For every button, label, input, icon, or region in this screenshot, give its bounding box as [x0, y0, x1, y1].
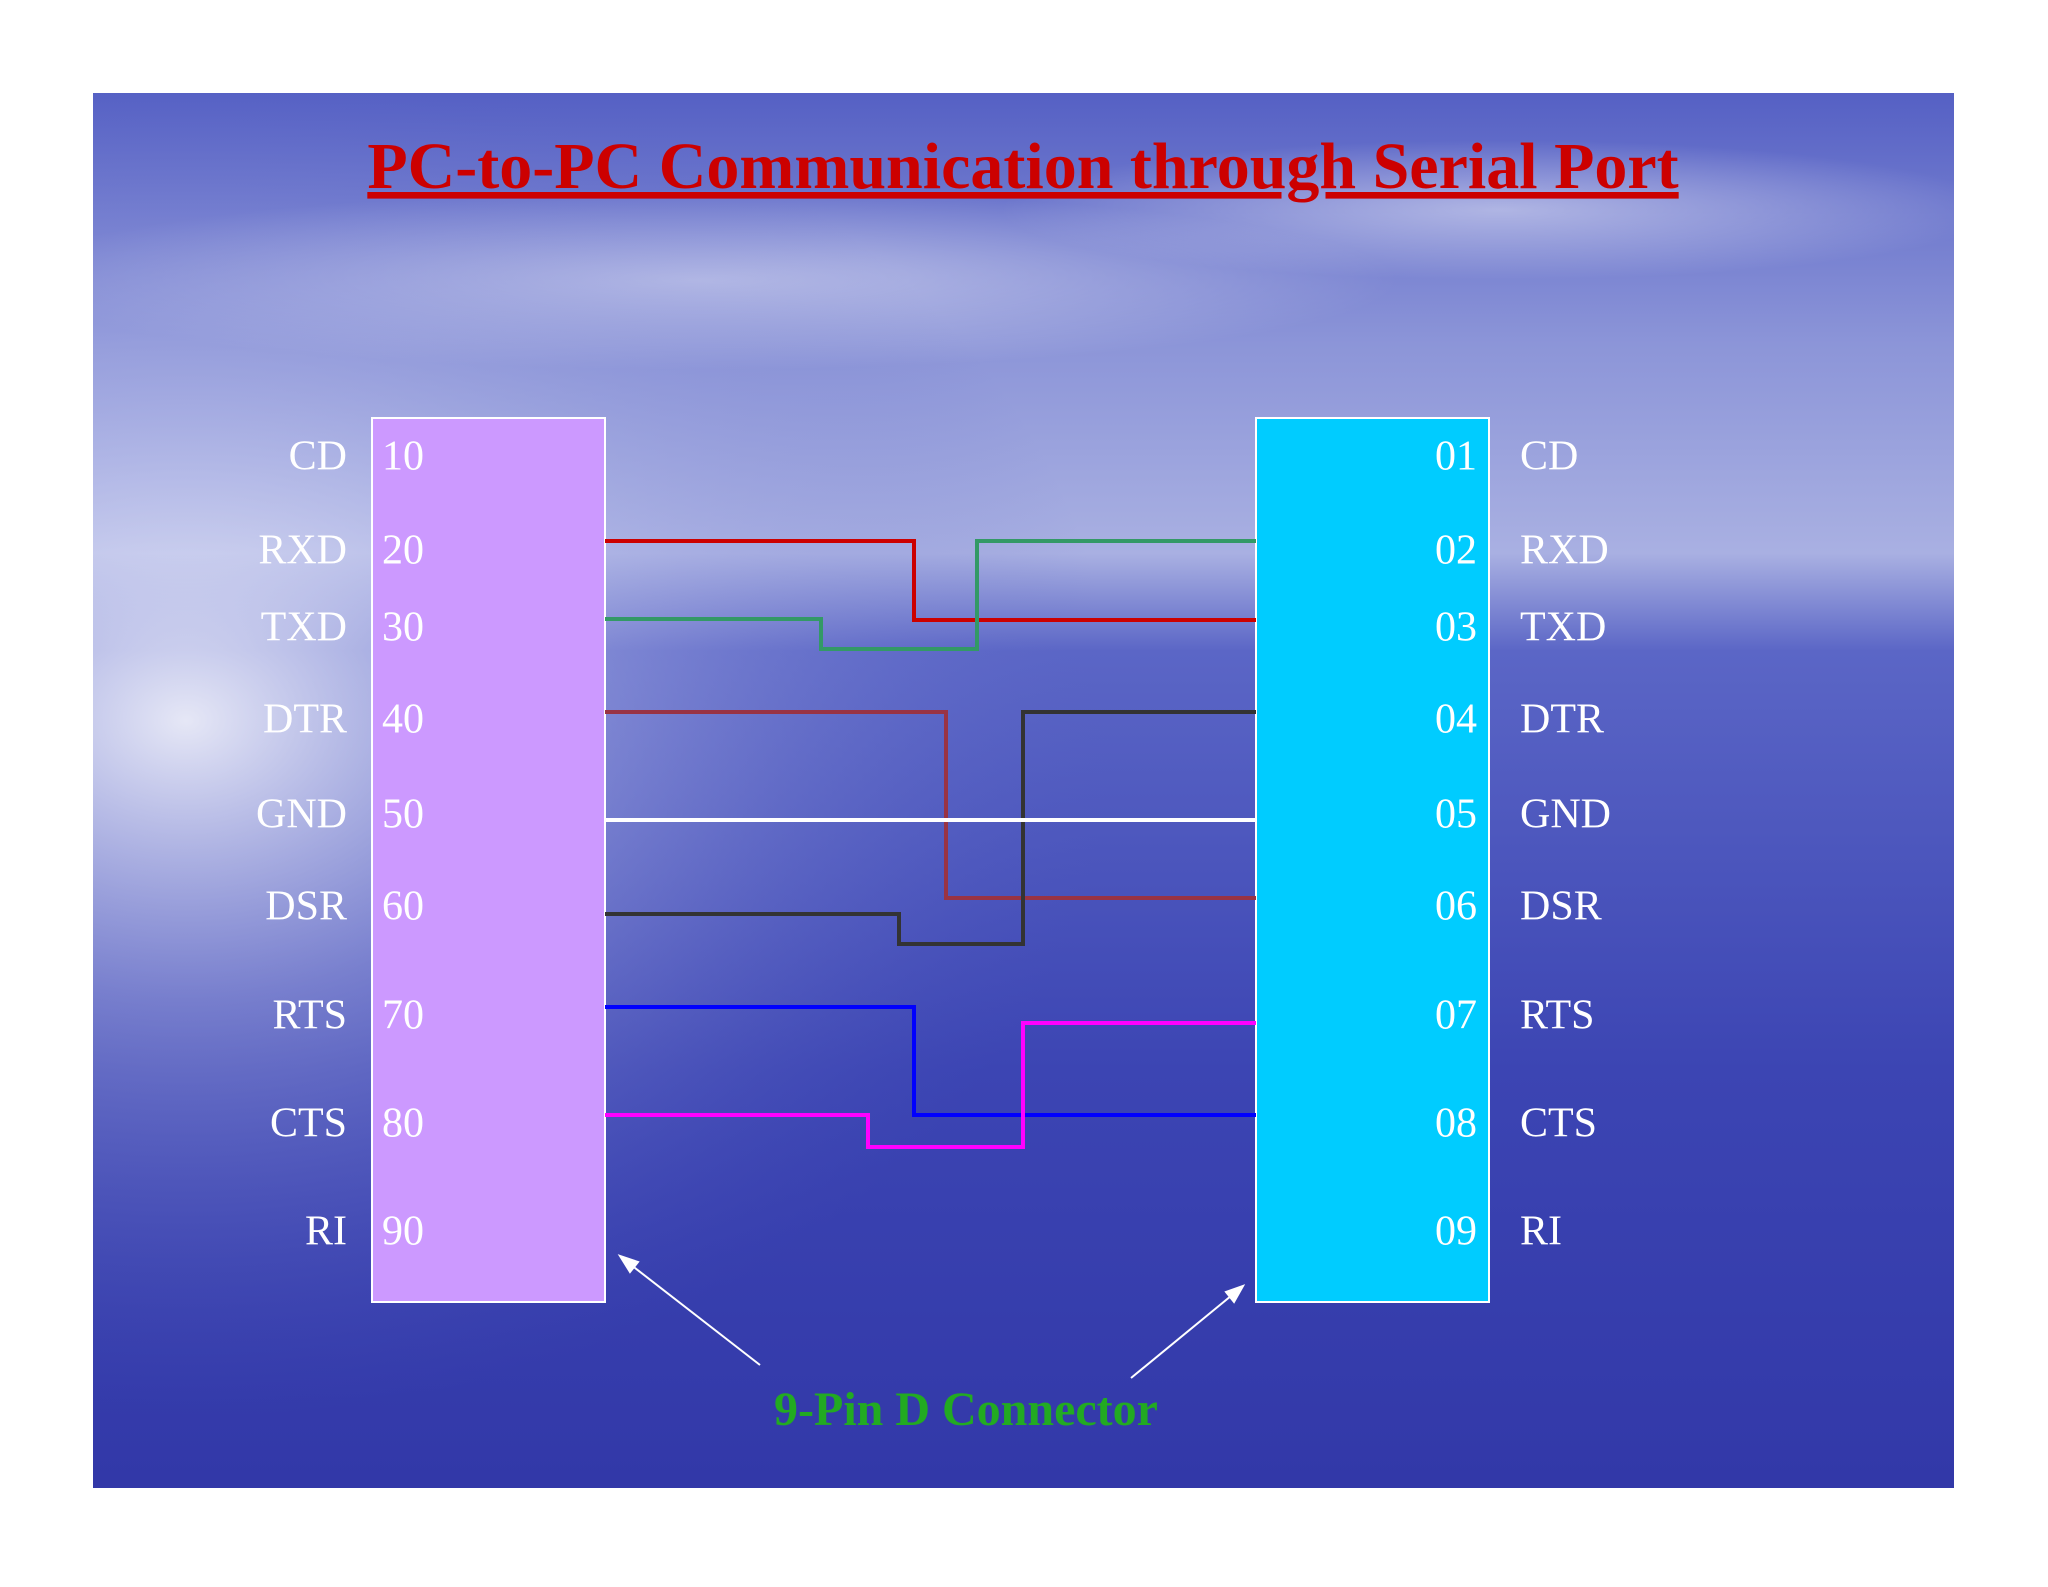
wire-rts-cts	[605, 1005, 1256, 1117]
signal-label: DTR	[1520, 697, 1604, 743]
pin-number: 04	[1435, 697, 1477, 743]
pin-number: 30	[382, 605, 424, 651]
wire-txd-rxd	[605, 539, 1256, 651]
pin-number: 40	[382, 697, 424, 743]
pin-number: 05	[1435, 792, 1477, 838]
arrow-head	[617, 1254, 640, 1274]
right-connector	[1255, 417, 1490, 1303]
left-connector	[371, 417, 606, 1303]
wire-dsr-dtr	[605, 710, 1256, 946]
wire-dtr-dsr	[605, 710, 1256, 900]
signal-label: GND	[256, 792, 347, 838]
signal-label: CTS	[270, 1101, 347, 1147]
arrow	[625, 1260, 761, 1366]
pin-number: 70	[382, 993, 424, 1039]
signal-label: CD	[1520, 434, 1578, 480]
title: PC-to-PC Communication through Serial Po…	[367, 130, 1678, 203]
wire-rxd-txd	[605, 539, 1256, 622]
pin-number: 10	[382, 434, 424, 480]
pin-number: 60	[382, 884, 424, 930]
signal-label: RI	[305, 1209, 347, 1255]
signal-label: TXD	[261, 605, 347, 651]
signal-label: RTS	[272, 993, 347, 1039]
signal-label: RTS	[1520, 993, 1595, 1039]
pin-number: 07	[1435, 993, 1477, 1039]
wire-cts-rts	[605, 1021, 1256, 1149]
pin-number: 08	[1435, 1101, 1477, 1147]
signal-label: GND	[1520, 792, 1611, 838]
signal-label: CD	[289, 434, 347, 480]
pin-number: 06	[1435, 884, 1477, 930]
pin-number: 50	[382, 792, 424, 838]
arrow	[1130, 1290, 1238, 1379]
signal-label: TXD	[1520, 605, 1606, 651]
signal-label: RI	[1520, 1209, 1562, 1255]
pin-number: 09	[1435, 1209, 1477, 1255]
pin-number: 90	[382, 1209, 424, 1255]
pin-number: 01	[1435, 434, 1477, 480]
caption: 9-Pin D Connector	[774, 1383, 1158, 1436]
signal-label: RXD	[1520, 528, 1609, 574]
signal-label: DTR	[263, 697, 347, 743]
signal-label: DSR	[1520, 884, 1602, 930]
pin-number: 03	[1435, 605, 1477, 651]
signal-label: CTS	[1520, 1101, 1597, 1147]
pin-number: 02	[1435, 528, 1477, 574]
signal-label: RXD	[258, 528, 347, 574]
arrow-head	[1224, 1284, 1246, 1304]
pin-number: 80	[382, 1101, 424, 1147]
pin-number: 20	[382, 528, 424, 574]
signal-label: DSR	[265, 884, 347, 930]
